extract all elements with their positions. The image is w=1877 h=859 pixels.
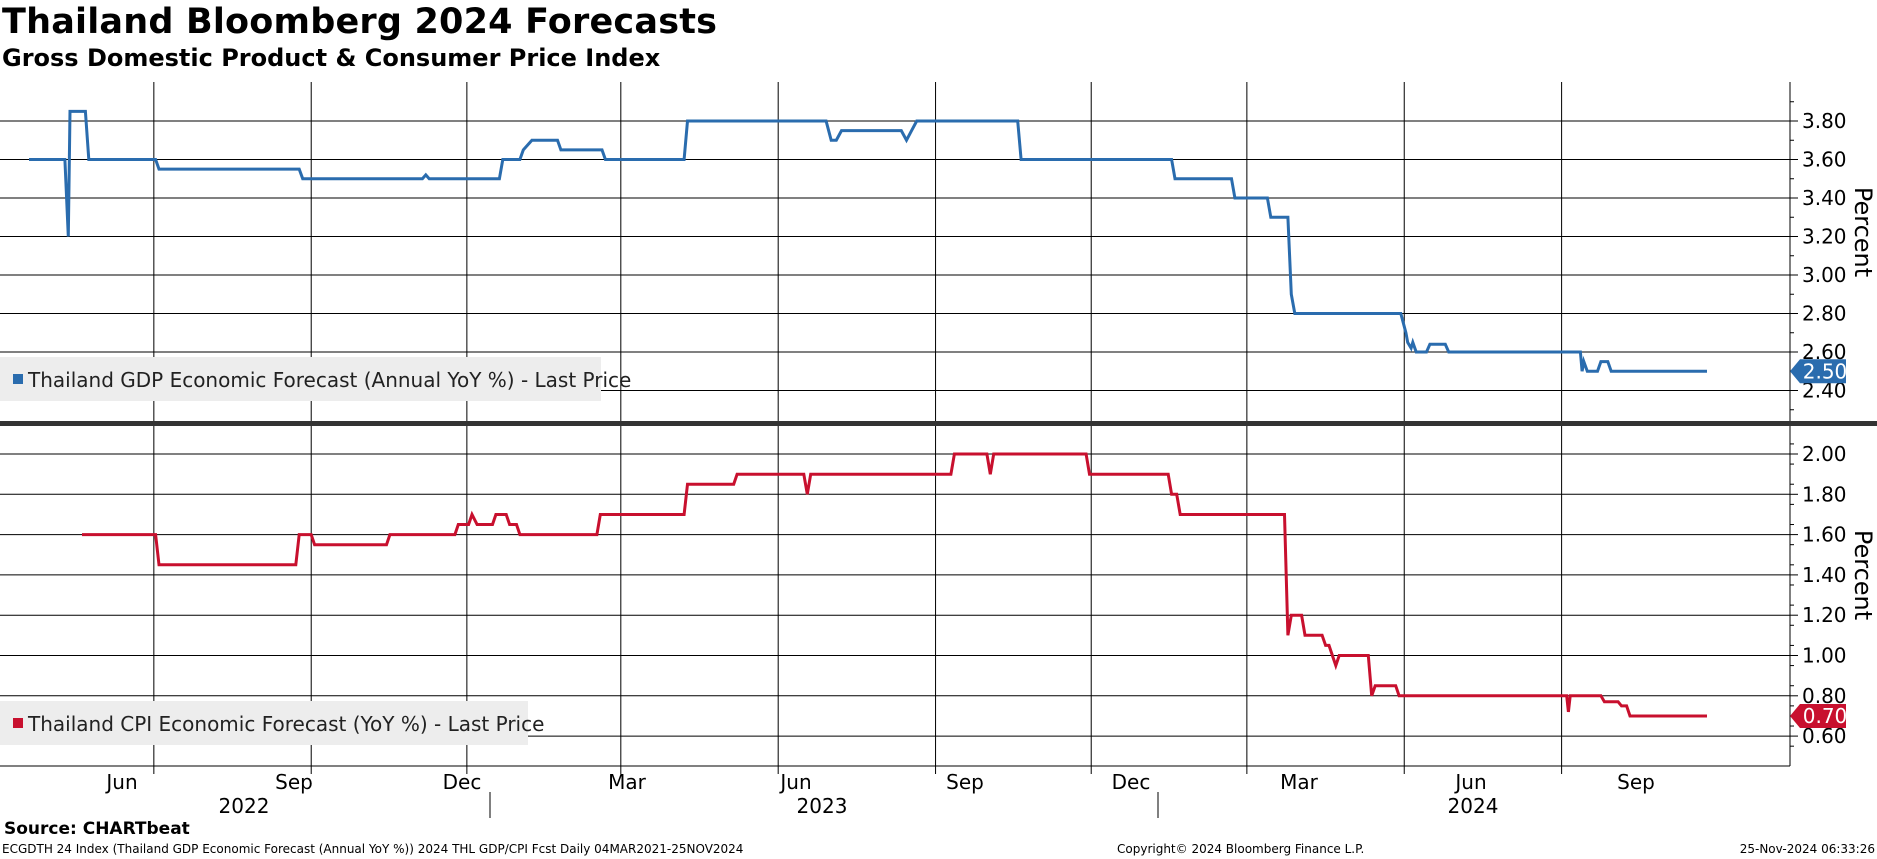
source-note: Source: CHARTbeat [4,819,190,839]
legends: Thailand GDP Economic Forecast (Annual Y… [0,357,631,745]
y-tick-label: 3.60 [1802,148,1847,172]
y-tick-label: 3.20 [1802,225,1847,249]
last-value-label: 2.50 [1803,359,1848,383]
y-tick-label: 1.20 [1802,603,1847,627]
legend-label: Thailand CPI Economic Forecast (YoY %) -… [27,712,544,736]
last-value-label: 0.70 [1803,704,1848,728]
last-value-badge [1790,703,1846,728]
legend-label: Thailand GDP Economic Forecast (Annual Y… [27,368,631,392]
x-month-label: Jun [778,770,811,794]
x-year-label: 2022 [219,794,270,818]
y-tick-label: 3.80 [1802,109,1847,133]
y-tick-label: 2.80 [1802,302,1847,326]
y-axis-title: Percent [1849,187,1877,277]
y-tick-label: 0.60 [1802,724,1847,748]
x-month-label: Dec [443,770,482,794]
y-tick-label: 3.40 [1802,186,1847,210]
legend-swatch [13,718,23,728]
y-tick-label: 0.80 [1802,684,1847,708]
x-month-label: Mar [1280,770,1319,794]
x-month-label: Mar [608,770,647,794]
legend-swatch [13,374,23,384]
chart-subtitle: Gross Domestic Product & Consumer Price … [2,44,661,72]
legend: Thailand CPI Economic Forecast (YoY %) -… [0,701,544,745]
chart-title: Thailand Bloomberg 2024 Forecasts [2,2,718,42]
gridlines [0,82,1790,766]
y-tick-label: 1.60 [1802,523,1847,547]
x-month-label: Sep [946,770,984,794]
footer-ticker-info: ECGDTH 24 Index (Thailand GDP Economic F… [2,842,744,856]
legend-background [0,357,601,401]
x-year-label: 2024 [1448,794,1499,818]
x-year-label: 2023 [797,794,848,818]
x-month-label: Dec [1112,770,1151,794]
footer-copyright: Copyright© 2024 Bloomberg Finance L.P. [1117,842,1365,856]
legend: Thailand GDP Economic Forecast (Annual Y… [0,357,631,401]
y-tick-label: 1.40 [1802,563,1847,587]
y-tick-label: 3.00 [1802,263,1847,287]
x-month-label: Jun [104,770,137,794]
panel-separator [0,421,1877,426]
x-month-label: Sep [275,770,313,794]
y-tick-label: 1.00 [1802,644,1847,668]
series-line [29,109,1707,373]
y-tick-label: 2.00 [1802,442,1847,466]
axes [0,82,1877,818]
x-month-label: Sep [1617,770,1655,794]
y-tick-label: 1.80 [1802,482,1847,506]
y-axis-title: Percent [1849,530,1877,620]
x-month-label: Jun [1453,770,1486,794]
footer-timestamp: 25-Nov-2024 06:33:26 [1739,842,1875,856]
series-lines [29,109,1707,718]
legend-background [0,701,528,745]
series-line [82,452,1707,718]
last-value-badge [1790,359,1846,384]
axis-labels: 2.402.602.803.003.203.403.603.80Percent2… [104,109,1877,818]
